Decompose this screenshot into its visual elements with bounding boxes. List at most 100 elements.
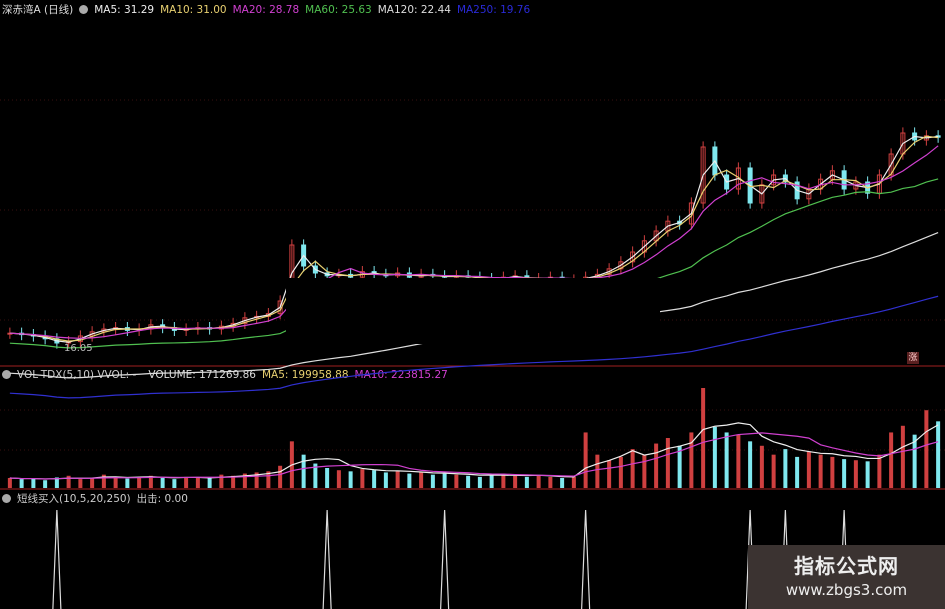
volume-bar	[160, 478, 165, 488]
volume-bar	[207, 478, 212, 488]
ma20-line	[9, 145, 939, 339]
volume-bar	[278, 465, 283, 488]
volume-bar	[66, 475, 71, 488]
volume-bar	[736, 434, 741, 488]
volume-bar	[231, 475, 236, 488]
ma250-value: MA250: 19.76	[456, 4, 531, 16]
ma250-line	[9, 295, 939, 399]
volume-bar	[865, 461, 870, 488]
volume-bar	[677, 445, 682, 488]
buy-signal-spike	[322, 509, 332, 609]
volume-bar	[583, 432, 588, 488]
volume-bar	[383, 472, 388, 488]
volume-bar	[219, 474, 224, 488]
volume-bar	[184, 476, 189, 488]
volume-bar	[771, 454, 776, 488]
volume-bar	[536, 475, 541, 488]
candle-body	[630, 251, 636, 263]
ma20-value: MA20: 28.78	[232, 4, 300, 16]
volume-bar	[665, 438, 670, 488]
indicator-name: 短线买入(10,5,20,250)	[17, 493, 131, 505]
volume-bar	[759, 445, 764, 488]
watermark: 指标公式网 www.zbgs3.com	[748, 545, 945, 609]
volume-bar	[477, 476, 482, 488]
buy-signal-spike	[440, 509, 450, 609]
volume-bar	[806, 451, 811, 488]
volume-bar	[442, 473, 447, 488]
volume-bar	[630, 449, 635, 488]
candle-body	[688, 202, 694, 225]
vol-ma10: MA10: 223815.27	[354, 369, 448, 381]
volume-bar	[395, 471, 400, 488]
ma120-value: MA120: 22.44	[377, 4, 451, 16]
masked-region	[286, 278, 660, 344]
volume-bar	[889, 432, 894, 488]
volume-bar	[724, 432, 729, 488]
volume-bar	[31, 478, 36, 488]
settings-toggle-icon[interactable]	[79, 5, 89, 14]
volume-bar	[43, 480, 48, 488]
volume-bar	[125, 478, 130, 488]
volume-bar	[818, 454, 823, 488]
volume-bar	[595, 454, 600, 488]
volume-bar	[642, 454, 647, 488]
volume-bar	[900, 425, 905, 488]
volume-bar	[336, 470, 341, 488]
volume-bar	[501, 473, 506, 488]
volume-bar	[137, 477, 142, 488]
buy-signal-spike	[52, 509, 62, 609]
volume-bar	[113, 476, 118, 488]
candle-body	[888, 153, 894, 176]
volume-bar	[348, 471, 353, 488]
settings-toggle-icon[interactable]	[2, 370, 11, 379]
candle-body	[700, 146, 706, 204]
volume-bar	[419, 472, 424, 488]
main-header: 深赤湾A (日线) MA5: 31.29 MA10: 31.00 MA20: 28.7…	[2, 2, 536, 17]
volume-bar	[524, 476, 529, 488]
vol-ma10-line	[9, 432, 939, 480]
volume-bar	[795, 456, 800, 488]
buy-signal-spike	[581, 509, 591, 609]
volume-bar	[748, 441, 753, 488]
volume-bar	[618, 456, 623, 488]
volume-bar	[148, 475, 153, 488]
volume-bar	[266, 471, 271, 488]
ma60-value: MA60: 25.63	[305, 4, 372, 16]
status-badge[interactable]: 涨	[907, 352, 919, 364]
vol-ma5: MA5: 199958.88	[261, 369, 349, 381]
volume-bar	[689, 432, 694, 488]
watermark-title: 指标公式网	[794, 554, 899, 578]
vol-name: VOL-TDX(5,10) VVOL: -	[17, 369, 137, 381]
volume-bar	[242, 473, 247, 488]
volume-bar	[877, 454, 882, 488]
volume-bar	[19, 479, 24, 488]
settings-toggle-icon[interactable]	[2, 494, 11, 503]
volume-bar	[172, 479, 177, 488]
volume-bar	[830, 456, 835, 488]
ma5-value: MA5: 31.29	[94, 4, 155, 16]
volume-bar	[101, 474, 106, 488]
volume-bar	[560, 478, 565, 488]
ma10-value: MA10: 31.00	[160, 4, 227, 16]
volume-bar	[466, 475, 471, 488]
price-low-label: 16.05	[64, 343, 93, 354]
volume-bar	[54, 477, 59, 488]
volume-bar	[454, 474, 459, 488]
volume-bar	[301, 454, 306, 488]
volume-bar	[7, 478, 12, 488]
volume-bar	[407, 473, 412, 488]
volume-bar	[853, 460, 858, 488]
volume-bar	[513, 475, 518, 488]
volume-bar	[372, 470, 377, 488]
volume-bar	[360, 469, 365, 488]
volume-bar	[783, 449, 788, 488]
volume-bar	[912, 434, 917, 488]
volume-bar	[195, 477, 200, 488]
indicator-value: 出击: 0.00	[136, 493, 188, 505]
volume-bar	[701, 388, 706, 488]
volume-bar	[654, 443, 659, 488]
stock-title: 深赤湾A (日线)	[2, 4, 74, 16]
volume-bar	[842, 459, 847, 488]
volume-bar	[936, 421, 941, 488]
